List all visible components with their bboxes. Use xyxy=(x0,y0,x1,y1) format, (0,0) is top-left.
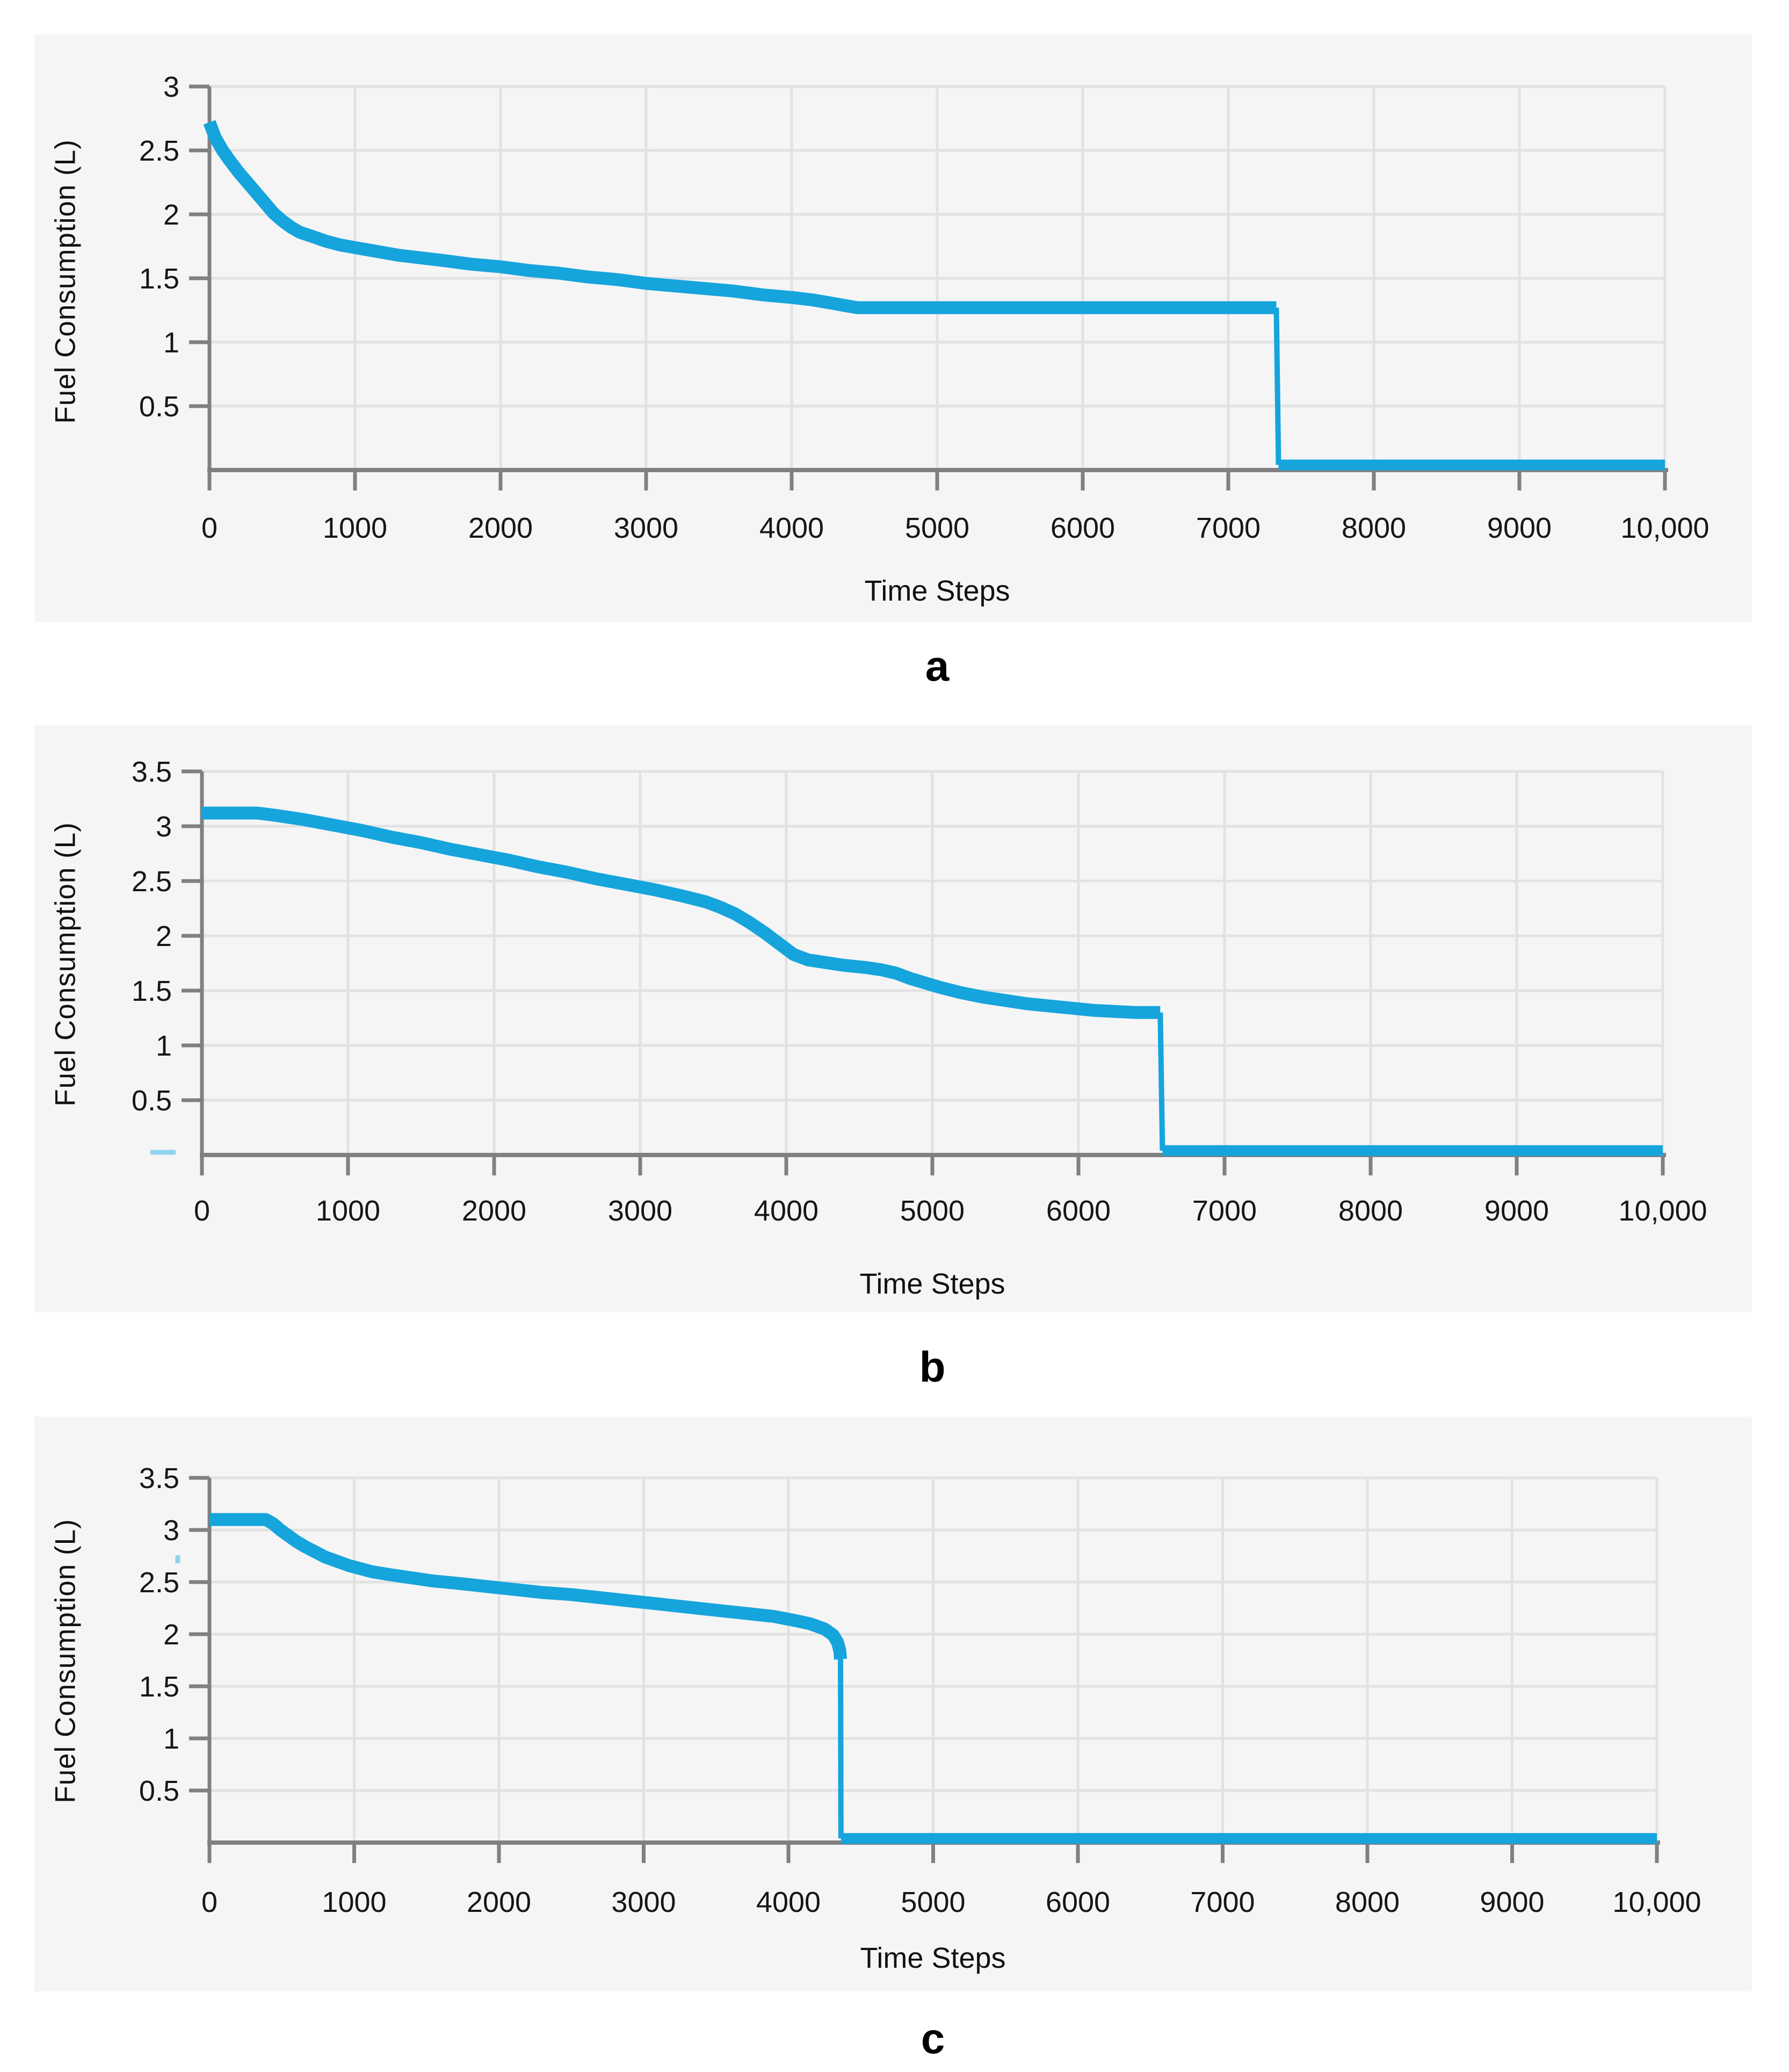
fuel-line xyxy=(203,120,1277,314)
y-tick-label: 2 xyxy=(163,199,179,231)
y-tick-label: 3 xyxy=(163,71,179,103)
x-tick-label: 6000 xyxy=(1046,1886,1110,1918)
y-tick-label: 2.5 xyxy=(139,1566,179,1599)
chart-plot-b: 0.5 1 1.5 2 2.5 3 3.5 0 1000 2000 3000 4000 5000 6000… xyxy=(132,756,1707,1227)
x-axis-title-c: Time Steps xyxy=(860,1942,1006,1974)
x-tick-label: 8000 xyxy=(1335,1886,1400,1918)
y-tick-label: 0.5 xyxy=(139,1775,179,1807)
x-tick-label: 10,000 xyxy=(1618,1195,1707,1227)
x-tick-label: 9000 xyxy=(1484,1195,1549,1227)
x-tick-label: 9000 xyxy=(1480,1886,1544,1918)
x-tick-label: 7000 xyxy=(1192,1195,1257,1227)
y-axis-title-b: Fuel Consumption (L) xyxy=(49,822,82,1107)
x-tick-label: 5000 xyxy=(905,512,969,544)
x-tick-label: 2000 xyxy=(467,1886,531,1918)
fuel-line xyxy=(202,806,1161,1019)
y-axis-title-a: Fuel Consumption (L) xyxy=(49,139,82,424)
y-tick-label: 2.5 xyxy=(132,865,172,898)
subfigure-label-b: b xyxy=(919,1343,946,1391)
x-tick-label: 4000 xyxy=(759,512,824,544)
y-tick-label: 1.5 xyxy=(132,975,172,1007)
chart-panel-a: 0.5 1 1.5 2 2.5 3 0 1000 2000 3000 4000 5000 6000 700… xyxy=(34,34,1752,622)
x-tick-label: 8000 xyxy=(1342,512,1406,544)
x-tick-label: 10,000 xyxy=(1612,1886,1701,1918)
chart-plot-a: 0.5 1 1.5 2 2.5 3 0 1000 2000 3000 4000 5000 6000 700… xyxy=(139,71,1710,544)
x-tick-label: 1000 xyxy=(322,1886,386,1918)
x-tick-label: 1000 xyxy=(323,512,387,544)
y-tick-label: 2 xyxy=(156,920,172,952)
x-tick-label: 5000 xyxy=(901,1886,965,1918)
x-tick-label: 8000 xyxy=(1338,1195,1403,1227)
x-tick-label: 3000 xyxy=(611,1886,676,1918)
y-tick-label: 0.5 xyxy=(139,391,179,423)
y-tick-label: 3 xyxy=(163,1514,179,1547)
y-tick-label: 1 xyxy=(163,327,179,359)
fuel-line-drop xyxy=(1273,307,1281,465)
x-tick-label: 6000 xyxy=(1051,512,1115,544)
fuel-line-drop xyxy=(1157,1012,1165,1151)
x-tick-label: 4000 xyxy=(754,1195,819,1227)
y-tick-label: 2.5 xyxy=(139,135,179,167)
y-tick-label: 0.5 xyxy=(132,1085,172,1117)
x-tick-label: 5000 xyxy=(900,1195,965,1227)
x-tick-label: 3000 xyxy=(614,512,678,544)
x-tick-label: 7000 xyxy=(1190,1886,1255,1918)
y-tick-label: 1 xyxy=(156,1030,172,1062)
y-tick-label: 1.5 xyxy=(139,1671,179,1703)
chart-panel-c: 0.5 1 1.5 2 2.5 3 3.5 0 1000 2000 3000 4000 5000 6000… xyxy=(34,1417,1752,1991)
x-axis-title-b: Time Steps xyxy=(859,1268,1005,1300)
x-tick-label: 0 xyxy=(194,1195,210,1227)
x-tick-label: 3000 xyxy=(608,1195,672,1227)
x-tick-label: 2000 xyxy=(468,512,533,544)
y-tick-label: 1 xyxy=(163,1723,179,1755)
x-tick-label: 2000 xyxy=(462,1195,526,1227)
x-tick-label: 0 xyxy=(201,1886,218,1918)
x-tick-label: 9000 xyxy=(1487,512,1552,544)
x-tick-label: 4000 xyxy=(756,1886,821,1918)
chart-plot-c: 0.5 1 1.5 2 2.5 3 3.5 0 1000 2000 3000 4000 5000 6000… xyxy=(139,1462,1701,1918)
x-tick-label: 0 xyxy=(201,512,218,544)
x-tick-label: 6000 xyxy=(1046,1195,1111,1227)
chart-panel-b: 0.5 1 1.5 2 2.5 3 3.5 0 1000 2000 3000 4000 5000 6000… xyxy=(34,725,1752,1312)
x-tick-label: 10,000 xyxy=(1620,512,1709,544)
x-tick-label: 7000 xyxy=(1196,512,1261,544)
subfigure-label-c: c xyxy=(921,2015,945,2062)
y-tick-label: 3 xyxy=(156,811,172,843)
fuel-line xyxy=(209,1513,847,1660)
y-tick-label: 3.5 xyxy=(139,1462,179,1495)
y-tick-label: 2 xyxy=(163,1619,179,1651)
y-tick-label: 1.5 xyxy=(139,263,179,295)
y-axis-title-c: Fuel Consumption (L) xyxy=(49,1519,82,1803)
x-axis-title-a: Time Steps xyxy=(864,575,1010,607)
x-tick-label: 1000 xyxy=(316,1195,380,1227)
subfigure-label-a: a xyxy=(925,642,950,690)
y-tick-label: 3.5 xyxy=(132,756,172,788)
